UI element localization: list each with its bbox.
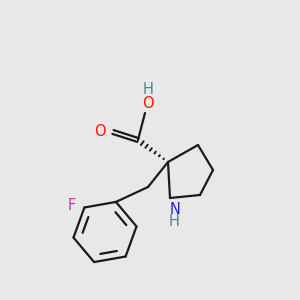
Text: O: O <box>94 124 106 140</box>
Text: O: O <box>142 97 154 112</box>
Text: N: N <box>169 202 180 217</box>
Text: H: H <box>142 82 153 98</box>
Text: H: H <box>169 214 179 229</box>
Text: F: F <box>67 198 76 213</box>
